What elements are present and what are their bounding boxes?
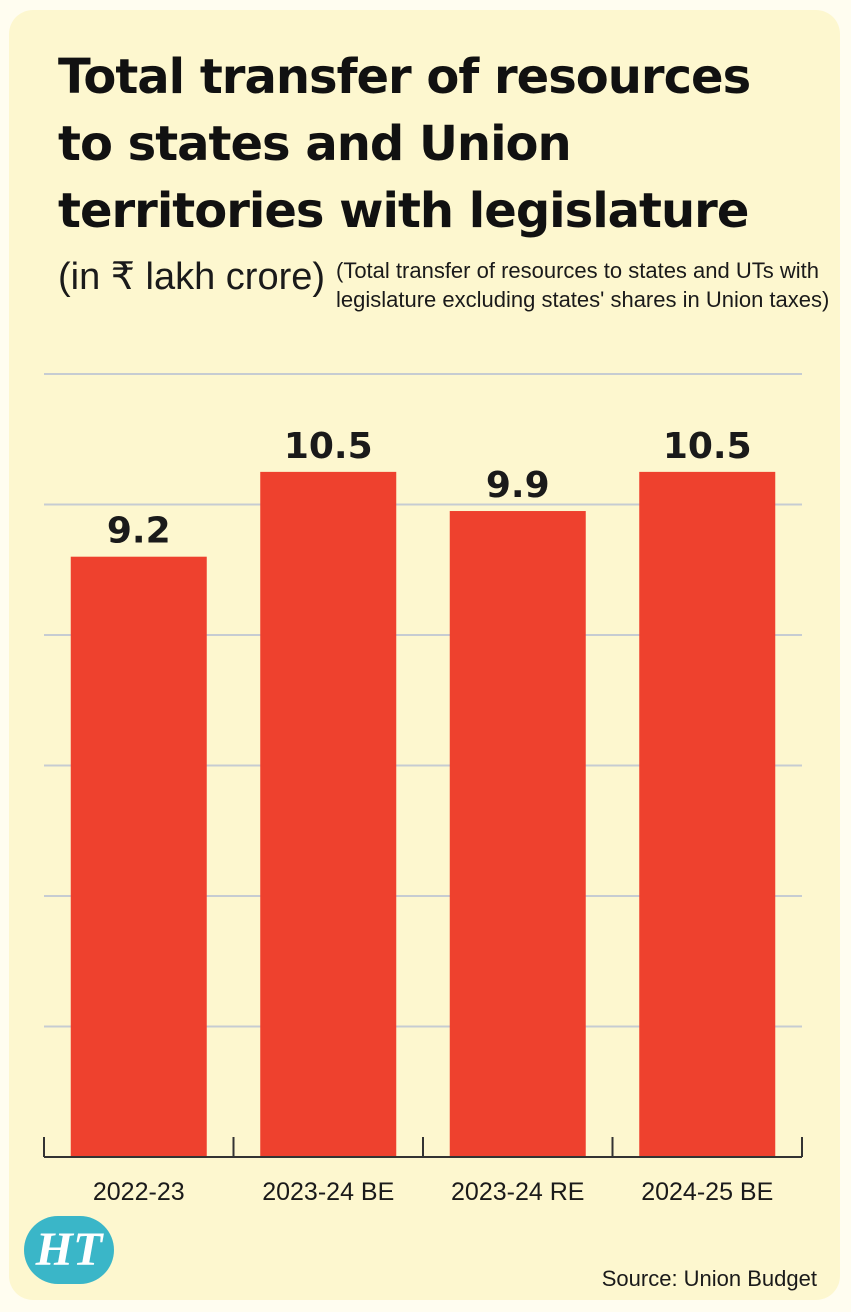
bar [260, 471, 397, 1157]
bar [639, 471, 776, 1157]
data-label: 10.5 [284, 426, 373, 467]
ht-logo: HT [24, 1216, 114, 1284]
bars [70, 471, 776, 1157]
bar [70, 556, 207, 1157]
chart-note: (Total transfer of resources to states a… [336, 258, 830, 312]
x-tick-label: 2022-23 [93, 1178, 185, 1206]
unit-label: (in ₹ lakh crore) [58, 256, 326, 298]
data-label: 9.2 [107, 511, 171, 552]
source-note: Source: Union Budget [601, 1266, 817, 1291]
x-axis [43, 1137, 803, 1158]
x-tick-label: 2023-24 RE [451, 1178, 584, 1206]
data-label: 9.9 [486, 465, 550, 506]
ht-logo-text: HT [35, 1223, 103, 1276]
x-tick-label: 2024-25 BE [641, 1178, 773, 1206]
labels: 9.2 2022-23 10.5 2023-24 BE 9.9 2023-24 RE 10.… [93, 426, 773, 1206]
chart-title: Total transfer of resources to states an… [58, 49, 751, 239]
x-tick-label: 2023-24 BE [262, 1178, 394, 1206]
data-label: 10.5 [663, 426, 752, 467]
bar [449, 511, 586, 1157]
